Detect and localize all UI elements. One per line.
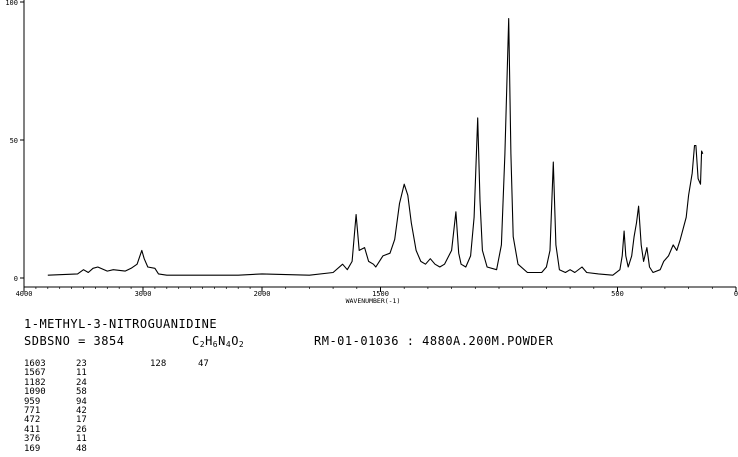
chart-ticks: 0 50 100 4000 3000 2000 1500 500 0 bbox=[5, 0, 738, 298]
sdbs-number: SDBSNO = 3854 bbox=[24, 334, 125, 348]
formula-carbon-count: 2 bbox=[199, 340, 206, 349]
raman-spectrum-chart: 0 50 100 4000 3000 2000 1500 500 0 WAVENUMBER(-1… bbox=[5, 0, 738, 305]
peak-row: 472 17 bbox=[24, 415, 284, 426]
x-tick-label: 500 bbox=[611, 290, 624, 298]
y-tick-label: 0 bbox=[14, 275, 18, 283]
peak-row: 1567 11 bbox=[24, 368, 284, 379]
peak-intensity: 24 bbox=[76, 377, 87, 388]
y-tick-label: 50 bbox=[10, 137, 18, 145]
peak-intensity: 26 bbox=[76, 424, 87, 435]
x-axis-label: WAVENUMBER(-1) bbox=[346, 297, 401, 305]
peak-wavenumber: 128 bbox=[150, 359, 167, 369]
peak-wavenumber: 1182 bbox=[24, 377, 46, 388]
chart-plot-area bbox=[47, 18, 704, 276]
sample-info: RM-01-01036 : 4880A.200M.POWDER bbox=[314, 334, 554, 348]
peak-wavenumber: 1603 bbox=[24, 359, 46, 369]
y-tick-label: 100 bbox=[5, 0, 18, 7]
formula-hydrogen: H bbox=[205, 334, 213, 348]
peak-row: 411 26 bbox=[24, 424, 284, 435]
x-tick-label: 2000 bbox=[254, 290, 271, 298]
molecular-formula: C2H6N4O2 bbox=[192, 334, 244, 349]
peak-row: 1090 58 bbox=[24, 387, 284, 398]
peak-row: 959 94 bbox=[24, 396, 284, 407]
peak-row: 1182 24 bbox=[24, 377, 284, 388]
x-tick-label: 1500 bbox=[372, 290, 389, 298]
peak-intensity: 23 bbox=[76, 359, 87, 369]
peak-intensity: 11 bbox=[76, 434, 87, 445]
formula-nitrogen: N bbox=[218, 334, 226, 348]
peak-intensity: 11 bbox=[76, 368, 87, 379]
peak-intensity: 58 bbox=[76, 387, 87, 398]
formula-oxygen-count: 2 bbox=[238, 340, 245, 349]
peak-intensity: 48 bbox=[76, 443, 87, 454]
peak-row: 1603 23 128 47 bbox=[24, 359, 284, 369]
peak-wavenumber: 959 bbox=[24, 396, 41, 407]
formula-hydrogen-count: 6 bbox=[212, 340, 219, 349]
chart-axes bbox=[23, 0, 736, 288]
peak-row: 376 11 bbox=[24, 434, 284, 445]
x-tick-label: 0 bbox=[734, 290, 738, 298]
peak-table: 1603 23 128 47 1567 11 1182 24 1090 58 959 94 771 42 4… bbox=[24, 359, 284, 454]
peak-intensity: 42 bbox=[76, 405, 87, 416]
x-tick-label: 4000 bbox=[16, 290, 33, 298]
x-tick-label: 3000 bbox=[135, 290, 152, 298]
peak-wavenumber: 169 bbox=[24, 443, 41, 454]
peak-wavenumber: 1567 bbox=[24, 368, 46, 379]
formula-nitrogen-count: 4 bbox=[225, 340, 232, 349]
peak-intensity: 17 bbox=[76, 415, 87, 426]
peak-wavenumber: 472 bbox=[24, 415, 41, 426]
peak-row: 169 48 bbox=[24, 443, 284, 454]
peak-wavenumber: 376 bbox=[24, 434, 41, 445]
peak-row: 771 42 bbox=[24, 405, 284, 416]
peak-wavenumber: 771 bbox=[24, 405, 41, 416]
spectrum-line bbox=[47, 18, 704, 276]
peak-intensity: 47 bbox=[198, 359, 209, 369]
formula-oxygen: O bbox=[231, 334, 239, 348]
compound-name: 1-METHYL-3-NITROGUANIDINE bbox=[24, 317, 218, 331]
formula-carbon: C bbox=[192, 334, 200, 348]
peak-wavenumber: 1090 bbox=[24, 387, 46, 398]
peak-wavenumber: 411 bbox=[24, 424, 41, 435]
peak-intensity: 94 bbox=[76, 396, 87, 407]
